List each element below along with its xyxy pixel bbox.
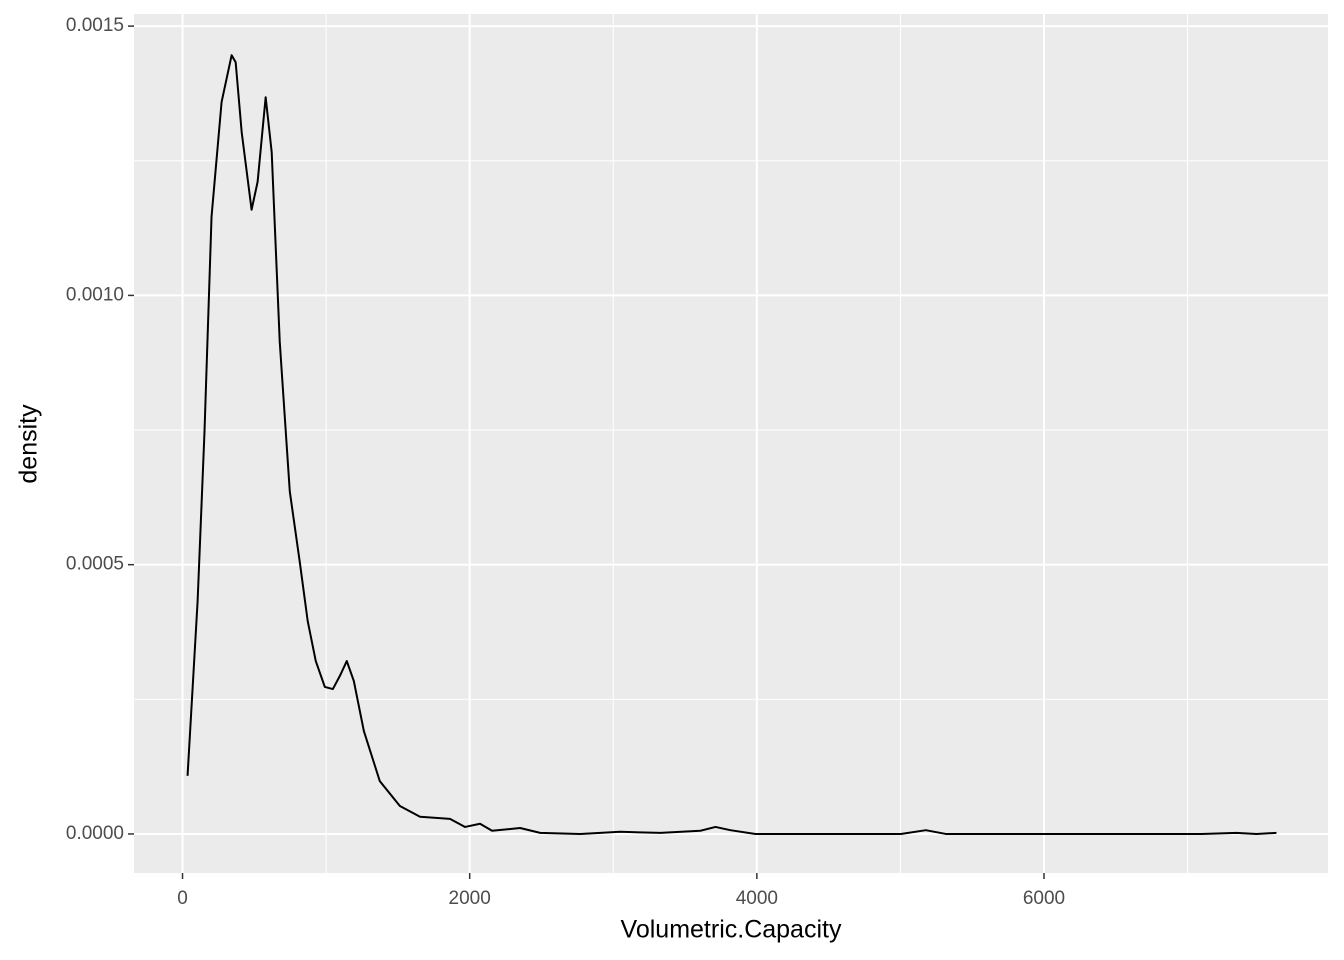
x-tick-label: 6000 (1023, 888, 1065, 909)
x-axis-title: Volumetric.Capacity (621, 916, 842, 944)
density-line (186, 54, 1277, 835)
x-tick-label: 4000 (736, 888, 778, 909)
panel (134, 14, 1328, 873)
x-tick-label: 0 (177, 888, 188, 909)
y-axis-title: density (15, 404, 43, 484)
x-tick-label: 2000 (449, 888, 491, 909)
y-tick-label: 0.0010 (66, 284, 124, 305)
y-tick-label: 0.0015 (66, 15, 124, 36)
y-tick-label: 0.0005 (66, 554, 124, 575)
y-tick-label: 0.0000 (66, 823, 124, 844)
